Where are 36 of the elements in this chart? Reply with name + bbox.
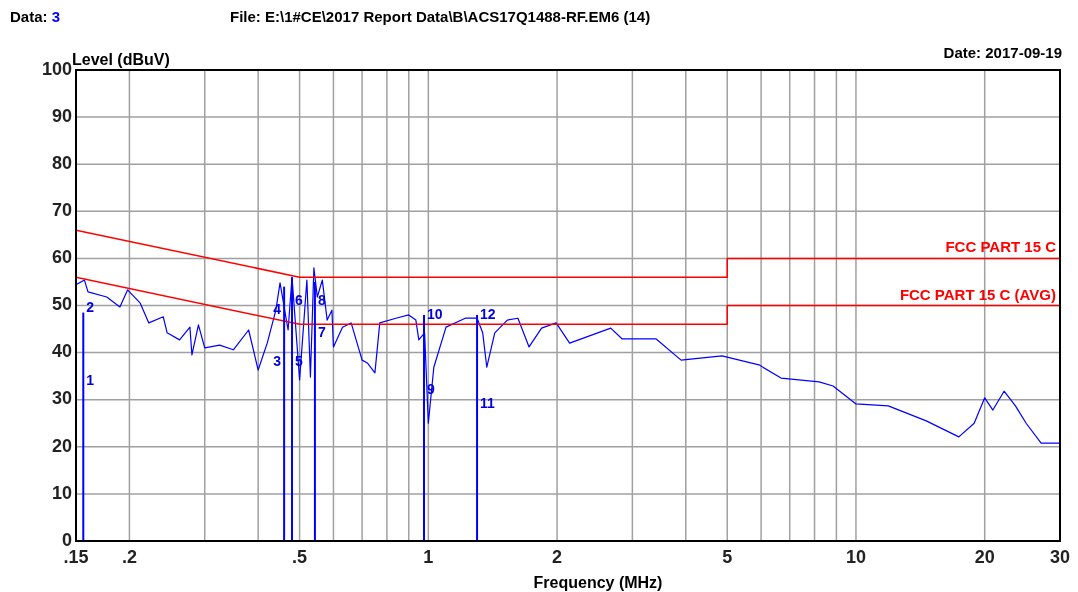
chart-title: File: E:\1#CE\2017 Report Data\B\ACS17Q1488-RF.EM6 (14) (230, 8, 651, 25)
y-tick-label: 100 (41, 58, 72, 79)
x-axis-title: Frequency (MHz) (533, 574, 663, 591)
y-axis-title: Level (dBuV) (72, 51, 170, 68)
y-tick-label: 70 (51, 200, 72, 221)
x-tick-label: 30 (1049, 547, 1071, 567)
annotation: 10 (427, 305, 443, 322)
y-tick-label: 50 (51, 294, 72, 315)
y-tick-label: 20 (51, 435, 72, 456)
y-tick-label: 0 (61, 529, 72, 550)
y-tick-label: 30 (51, 388, 72, 409)
y-tick-label: 40 (51, 341, 72, 362)
x-tick-label: .2 (121, 547, 137, 567)
x-tick-label: 10 (845, 547, 866, 567)
annotation: 5 (295, 352, 304, 369)
x-tick-label: 2 (552, 547, 563, 567)
y-tick-label: 80 (51, 152, 72, 173)
annotation: 2 (86, 298, 95, 315)
text: Date: 2017-09-19 (943, 44, 1062, 61)
y-tick-label: 90 (51, 105, 72, 126)
text: Data: 3 (10, 8, 61, 25)
x-tick-label: 5 (722, 547, 733, 567)
annotation: 7 (317, 324, 326, 341)
y-tick-label: 10 (51, 482, 72, 503)
annotation: 3 (273, 352, 282, 369)
x-tick-label: 1 (423, 547, 434, 567)
annotation: 1 (86, 371, 95, 388)
series-label: FCC PART 15 C (AVG) (899, 285, 1056, 303)
x-tick-label: .15 (63, 547, 89, 567)
x-tick-label: .5 (292, 547, 308, 567)
annotation: 11 (480, 395, 496, 412)
series-label: FCC PART 15 C (945, 238, 1057, 256)
x-tick-label: 20 (974, 547, 995, 567)
annotation: 12 (480, 305, 496, 322)
y-tick-label: 60 (51, 247, 72, 268)
annotation: 6 (295, 291, 304, 308)
